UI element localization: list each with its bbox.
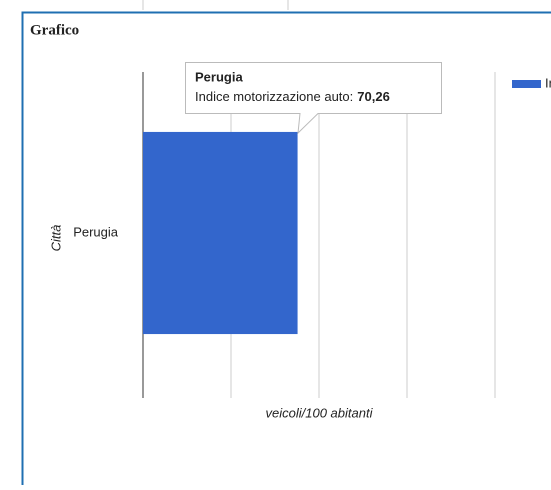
tooltip-title: Perugia <box>195 69 243 84</box>
tooltip-value: 70,26 <box>357 89 390 104</box>
legend-label: Indice motorizzazione auto <box>545 75 551 90</box>
tooltip-label: Indice motorizzazione auto: <box>195 89 353 104</box>
panel-title: Grafico <box>30 22 79 38</box>
y-tick-label: Perugia <box>73 224 119 239</box>
legend-swatch <box>512 80 541 88</box>
y-axis-title: Città <box>48 225 63 252</box>
bar <box>143 132 298 334</box>
x-axis-title: veicoli/100 abitanti <box>266 405 374 420</box>
tooltip-line: Indice motorizzazione auto: 70,26 <box>195 89 390 104</box>
